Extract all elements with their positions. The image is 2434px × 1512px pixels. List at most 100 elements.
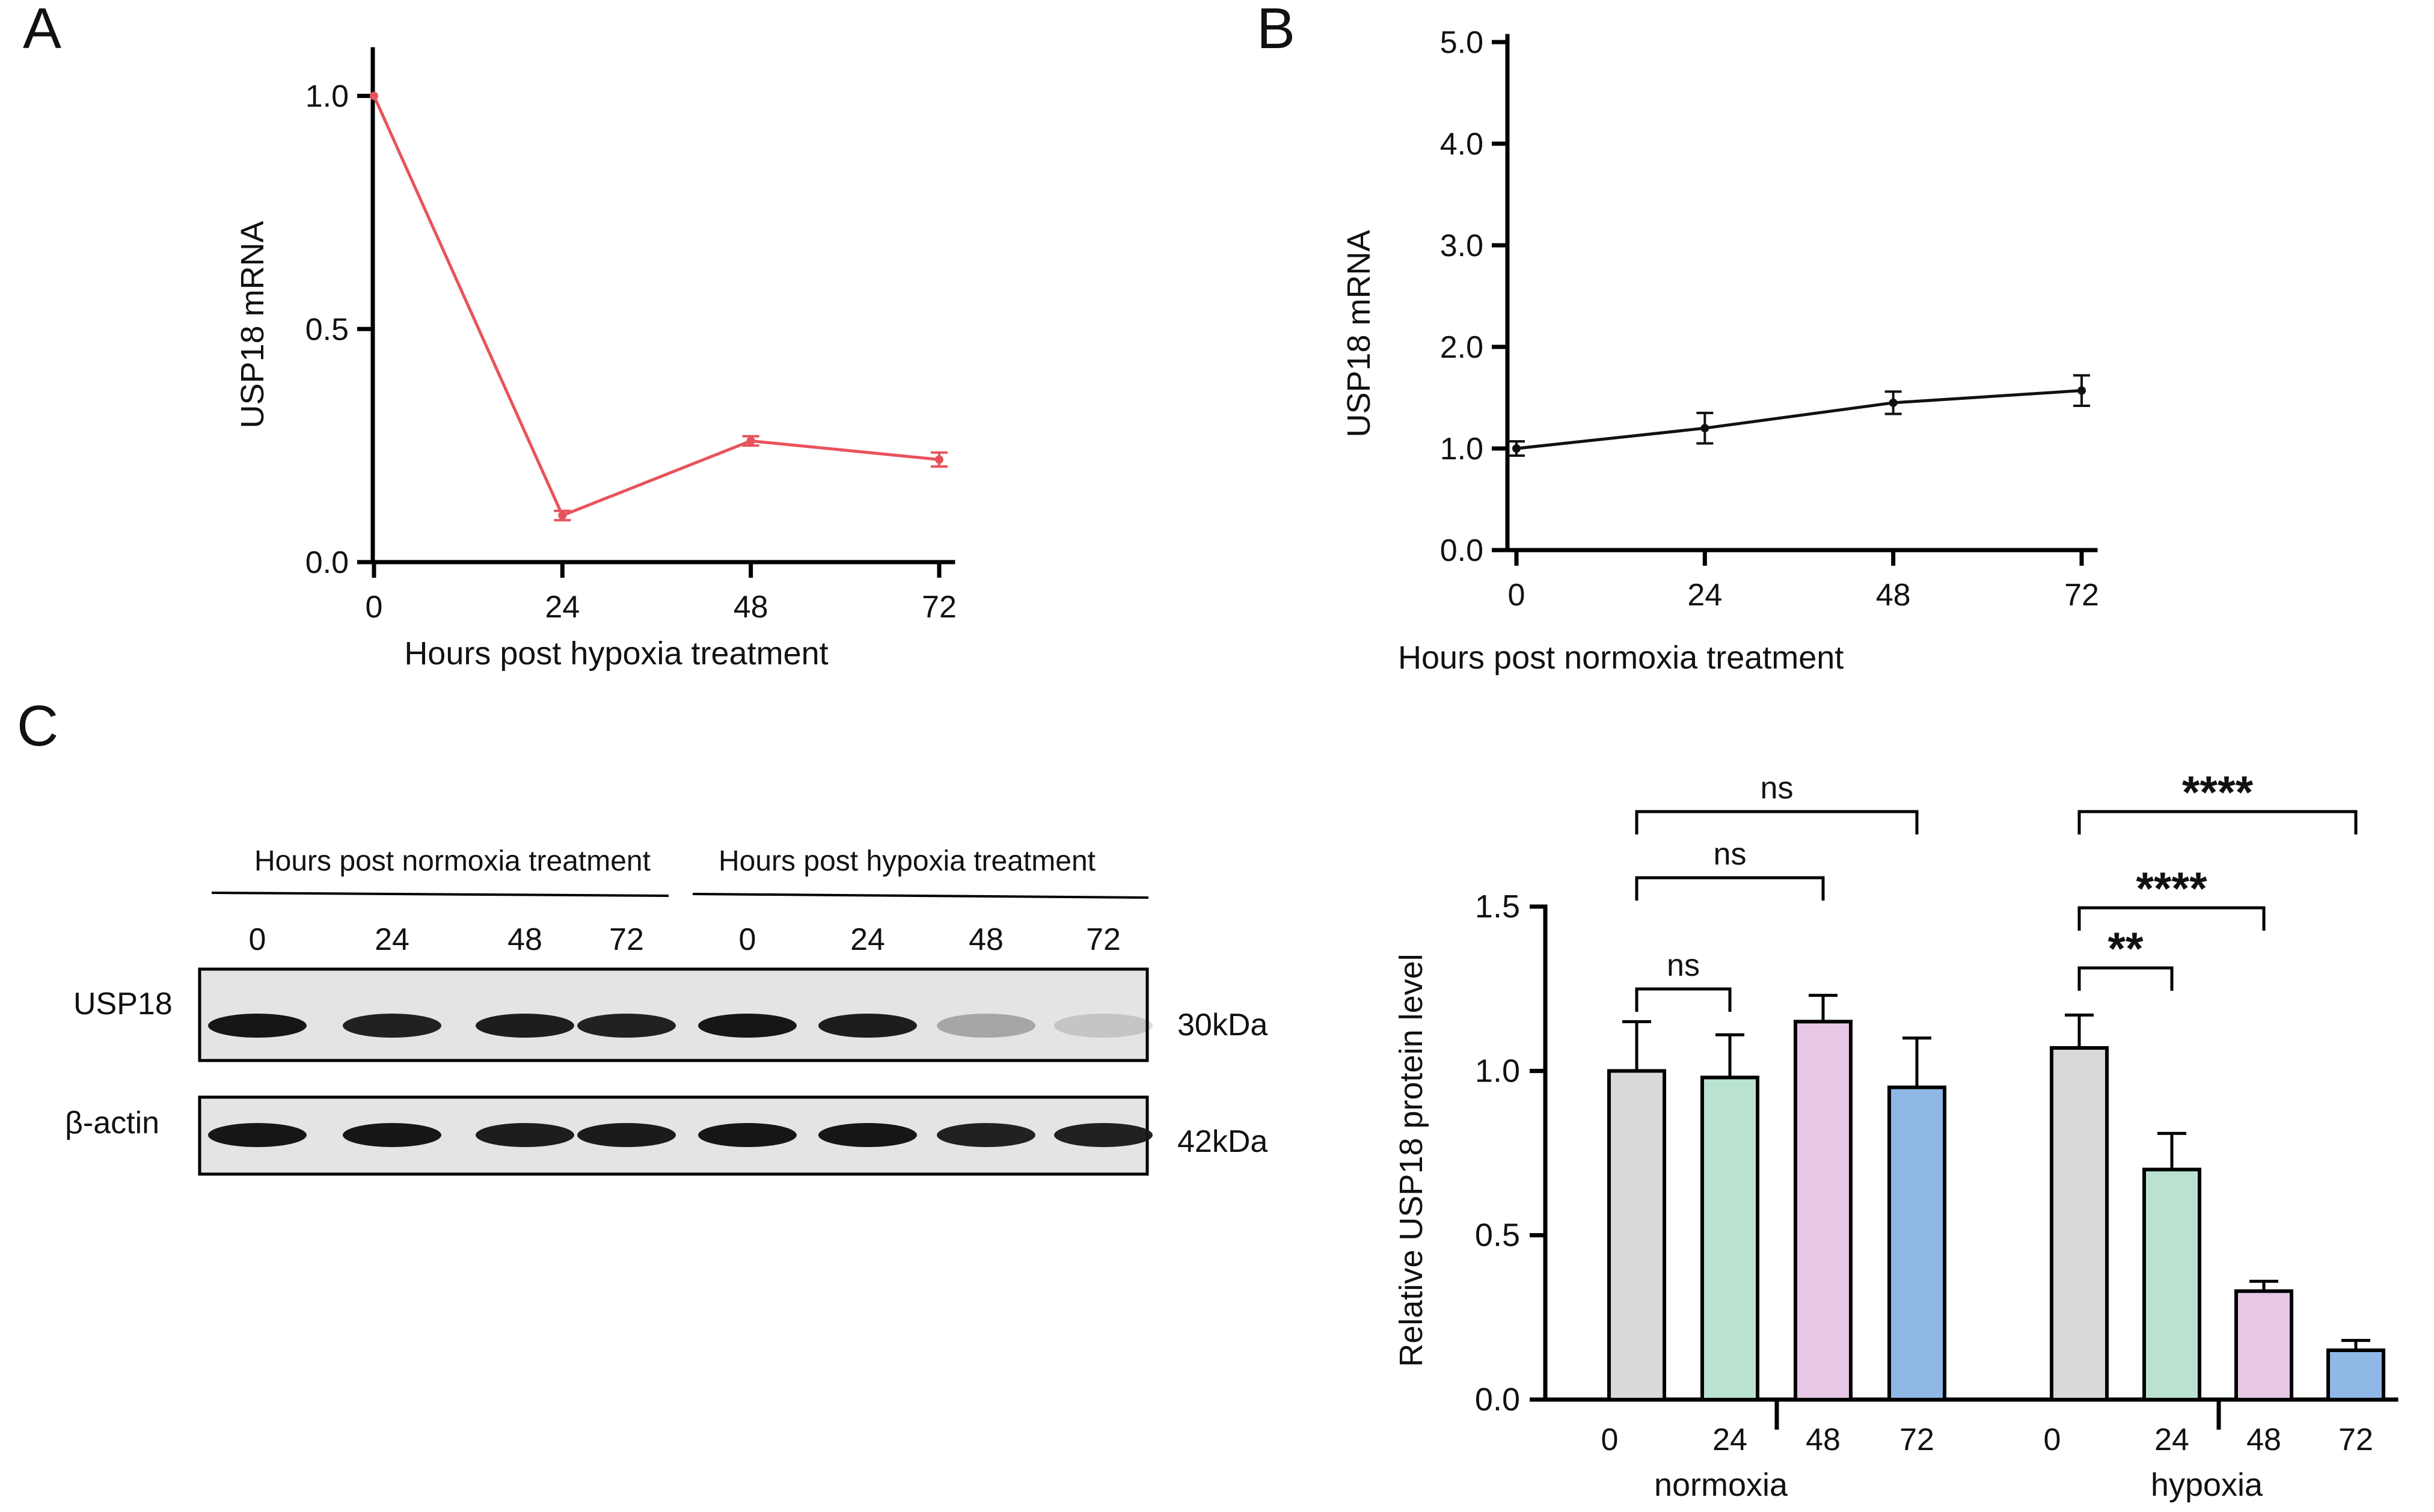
chart-a-y-tick-label: 0.0 — [305, 545, 349, 580]
chart-b-x-tick-label: 24 — [1687, 578, 1722, 613]
chart-c-group-label-normoxia: normoxia — [1654, 1467, 1788, 1503]
chart-b-y-tick-label: 0.0 — [1440, 533, 1483, 568]
panel-label-a: A — [23, 0, 61, 61]
blot-band — [476, 1014, 574, 1038]
chart-a-point — [746, 436, 755, 445]
chart-c-significance-bracket — [2077, 966, 2174, 991]
chart-c-group-label-hypoxia: hypoxia — [2151, 1467, 2263, 1503]
chart-b-y-tick-label: 4.0 — [1440, 127, 1483, 162]
blot-band — [818, 1014, 917, 1038]
chart-c-significance-bracket — [2077, 810, 2358, 834]
chart-a-x-tick-label: 24 — [545, 590, 580, 625]
chart-a-x-tick-label: 48 — [734, 590, 768, 625]
chart-c-significance-label: **** — [2136, 863, 2207, 914]
chart-a-y-tick-label: 1.0 — [305, 79, 349, 114]
blot-lane-label: 48 — [507, 922, 542, 957]
blot-band — [698, 1123, 797, 1147]
chart-b-y-tick-label: 5.0 — [1440, 25, 1483, 60]
chart-c-bar — [2234, 1289, 2293, 1402]
chart-c-bar — [1794, 1020, 1853, 1402]
blot-row-label-actin: β-actin — [65, 1106, 159, 1140]
chart-c: 0.00.51.01.5 0 24 48 72 0 24 48 72 nsnsns******… — [1393, 767, 2399, 1503]
chart-c-y-tick-label: 1.0 — [1475, 1053, 1520, 1089]
blot-lane-label: 0 — [739, 922, 756, 957]
panel-label-c: C — [17, 694, 58, 758]
blot-band — [208, 1014, 307, 1038]
chart-c-bar — [2142, 1168, 2201, 1402]
chart-c-x-tick-label: 0 — [1601, 1422, 1619, 1457]
blot-band — [937, 1123, 1035, 1147]
chart-a-y-tick-label: 0.5 — [305, 312, 349, 347]
blot-header-hypoxia: Hours post hypoxia treatment — [719, 845, 1096, 877]
blot-band — [1054, 1123, 1153, 1147]
blot-lane-label: 24 — [850, 922, 885, 957]
blot-band — [343, 1014, 441, 1038]
chart-c-bar — [1700, 1076, 1759, 1402]
blot-header-normoxia: Hours post normoxia treatment — [254, 845, 651, 877]
blot-row-label-usp18: USP18 — [73, 987, 173, 1021]
chart-b-x-label: Hours post normoxia treatment — [1398, 640, 1844, 676]
chart-b-x-tick-label: 72 — [2064, 578, 2099, 613]
chart-a: 0.0 0.5 1.0 0 24 48 72 Hours post hypoxia tre… — [235, 47, 957, 672]
chart-a-x-label: Hours post hypoxia treatment — [404, 635, 828, 672]
blot-lane-label: 72 — [609, 922, 644, 957]
blot-band — [698, 1014, 797, 1038]
chart-b: 0.0 1.0 2.0 3.0 4.0 5.0 0 24 48 72 Hours post no… — [1341, 25, 2099, 676]
chart-b-y-tick-label: 3.0 — [1440, 228, 1483, 263]
chart-b-point — [1700, 424, 1709, 433]
blot-band — [208, 1123, 307, 1147]
blot-band — [343, 1123, 441, 1147]
chart-b-point — [1512, 444, 1521, 453]
chart-b-x-tick-label: 0 — [1508, 578, 1525, 613]
chart-a-y-label: USP18 mRNA — [235, 221, 271, 428]
blot-band — [937, 1014, 1035, 1038]
chart-a-point — [370, 91, 378, 100]
chart-c-bar — [1887, 1085, 1946, 1401]
chart-c-bar — [2326, 1348, 2385, 1401]
blot-underline-normoxia — [211, 892, 669, 897]
chart-a-x-tick-label: 72 — [922, 590, 957, 625]
blot-lane-label: 48 — [969, 922, 1004, 957]
chart-c-x-tick-label: 24 — [2154, 1422, 2189, 1457]
chart-c-significance-label: ** — [2108, 923, 2144, 975]
chart-c-bar — [1607, 1069, 1666, 1402]
chart-a-point — [558, 511, 567, 520]
chart-b-x-tick-label: 48 — [1876, 578, 1911, 613]
blot-membrane-usp18 — [198, 967, 1149, 1062]
chart-a-x-tick-label: 0 — [366, 590, 383, 625]
blot-underline-hypoxia — [692, 893, 1149, 899]
chart-b-series-line — [1516, 389, 2082, 450]
chart-a-point — [935, 455, 943, 464]
blot-band — [818, 1123, 917, 1147]
chart-c-significance-bracket — [1635, 876, 1825, 901]
chart-c-x-tick-label: 72 — [1899, 1422, 1934, 1457]
chart-c-y-label: Relative USP18 protein level — [1393, 953, 1429, 1367]
chart-b-y-tick-label: 1.0 — [1440, 432, 1483, 467]
blot-lane-label: 0 — [249, 922, 266, 957]
chart-c-y-tick-label: 0.0 — [1475, 1382, 1520, 1418]
blot-lane-label: 72 — [1086, 922, 1121, 957]
blot-band — [476, 1123, 574, 1147]
chart-c-significance-bracket — [1635, 810, 1919, 834]
chart-c-significance-label: ns — [1667, 948, 1700, 983]
chart-c-bar — [2050, 1046, 2109, 1401]
chart-c-significance-label: **** — [2182, 767, 2254, 818]
chart-c-significance-bracket — [1635, 987, 1732, 1012]
blot-size-actin: 42kDa — [1177, 1124, 1268, 1159]
panel-label-b: B — [1257, 0, 1295, 61]
chart-c-x-tick-label: 0 — [2044, 1422, 2061, 1457]
chart-b-point — [2077, 386, 2086, 395]
blot-lane-label: 24 — [375, 922, 409, 957]
blot-band — [577, 1123, 676, 1147]
blot-band — [1054, 1014, 1153, 1038]
chart-c-significance-label: ns — [1714, 837, 1747, 872]
chart-c-significance-label: ns — [1761, 771, 1794, 806]
chart-c-y-tick-label: 1.5 — [1475, 889, 1520, 925]
chart-c-x-tick-label: 48 — [1806, 1422, 1841, 1457]
western-blot: Hours post normoxia treatment Hours post… — [65, 845, 1268, 1176]
chart-b-y-label: USP18 mRNA — [1341, 230, 1377, 437]
chart-c-significance-bracket — [2077, 906, 2266, 931]
chart-c-x-tick-label: 48 — [2246, 1422, 2281, 1457]
blot-band — [577, 1014, 676, 1038]
chart-a-series-line — [372, 95, 940, 518]
